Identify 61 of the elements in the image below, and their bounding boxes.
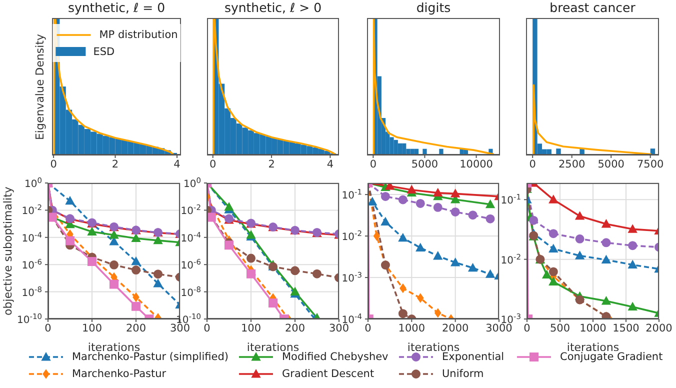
x-tick-label: 300 (170, 322, 190, 334)
x-tick-label: 0 (364, 322, 372, 334)
x-tick-label: 500 (550, 322, 570, 334)
chart-title: synthetic, ℓ = 0 (66, 0, 166, 15)
x-tick-label: 2000 (442, 322, 469, 334)
x-tick-label: 2 (112, 158, 119, 170)
x-tick-label: 3000 (486, 322, 512, 334)
x-tick-label: 4 (326, 158, 334, 170)
x-tick-label: 0 (210, 158, 216, 170)
x-tick-label: 2000 (646, 322, 672, 334)
x-tick-label: 1000 (580, 322, 606, 334)
x-tick-label: 100 (240, 322, 262, 334)
y-tick-label: 10$^{-1}$ (342, 187, 362, 202)
x-tick-label: 5000 (411, 158, 438, 170)
y-tick-label: 10$^{-6}$ (180, 257, 202, 272)
x-tick-label: 1500 (612, 322, 640, 334)
legend-label: Uniform (442, 368, 484, 380)
x-tick-label: 0 (370, 158, 377, 170)
x-tick-label: 1000 (398, 322, 426, 334)
y-tick-label: 10$^{-4}$ (22, 230, 42, 244)
x-tick-label: 4 (174, 158, 181, 170)
x-tick-label: 5000 (598, 158, 624, 170)
x-tick-label: 0 (44, 322, 52, 334)
legend-label: Marchenko-Pastur (simplified) (72, 350, 228, 362)
y-axis-title: Eigenvalue Density (34, 33, 46, 140)
y-tick-label: 10$^{0}$ (24, 176, 42, 190)
y-tick-label: 10$^{-2}$ (180, 202, 202, 218)
y-tick-label: 10$^{-8}$ (180, 284, 202, 299)
legend-label: Exponential (442, 350, 504, 362)
x-tick-label: 0 (50, 158, 57, 170)
legend-label: MP distribution (99, 28, 178, 40)
x-tick-label: 7500 (636, 158, 664, 170)
x-tick-label: 200 (284, 322, 306, 334)
legend-label: Gradient Descent (282, 368, 374, 380)
legend-label: Conjugate Gradient (560, 350, 663, 362)
x-tick-label: 0 (204, 322, 210, 334)
x-tick-label: 2 (268, 158, 275, 170)
y-tick-label: 10$^{-2}$ (500, 252, 522, 266)
y-tick-label: 10$^{-10}$ (17, 312, 42, 326)
x-tick-label: 100 (82, 322, 102, 334)
y-tick-label: 10$^{-1}$ (500, 192, 522, 207)
chart-title: digits (415, 0, 452, 15)
x-tick-label: 10000 (460, 158, 493, 170)
legend-label: ESD (93, 46, 115, 58)
y-axis-title: objective suboptimality (2, 186, 14, 316)
x-tick-label: 0 (529, 158, 536, 170)
x-tick-label: 2500 (558, 158, 586, 170)
x-tick-label: 300 (328, 322, 350, 334)
y-tick-label: 10$^{-6}$ (22, 257, 42, 272)
chart-title: synthetic, ℓ > 0 (223, 0, 323, 15)
y-tick-label: 10$^{-8}$ (22, 284, 42, 299)
y-tick-label: 10$^{0}$ (183, 176, 202, 190)
legend-label: Marchenko-Pastur (72, 368, 166, 380)
chart-title: breast cancer (548, 0, 636, 15)
y-tick-label: 10$^{-3}$ (342, 270, 362, 285)
x-tick-label: 0 (524, 322, 530, 334)
y-tick-label: 10$^{-4}$ (180, 230, 202, 244)
y-tick-label: 10$^{-2}$ (22, 202, 42, 218)
legend-label: Modified Chebyshev (282, 350, 388, 362)
x-tick-label: 200 (126, 322, 146, 334)
y-tick-label: 10$^{-2}$ (342, 228, 362, 244)
